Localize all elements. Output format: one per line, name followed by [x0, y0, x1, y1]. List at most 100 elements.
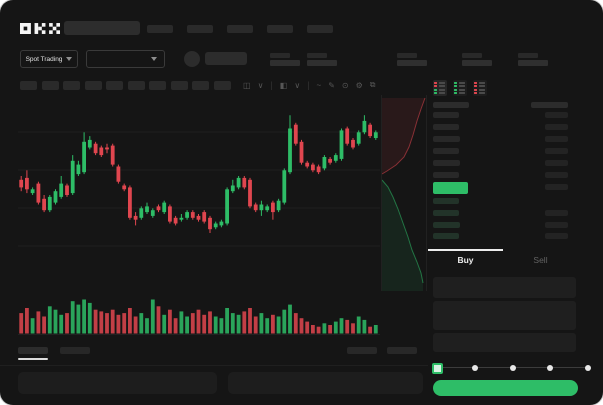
tab-buy[interactable]: Buy	[428, 249, 503, 271]
interval-button-skeleton[interactable]	[41, 81, 59, 90]
ask-row-price[interactable]	[433, 160, 460, 166]
orderbook-panel: Buy Sell	[428, 0, 595, 405]
slider-handle[interactable]	[432, 362, 443, 374]
amount-field[interactable]	[433, 333, 576, 352]
ask-row-price[interactable]	[433, 148, 459, 154]
last-price-bar[interactable]	[433, 182, 468, 194]
nav-item-skeleton[interactable]	[267, 25, 293, 33]
interval-button-skeleton[interactable]	[170, 81, 188, 90]
active-tab-indicator	[428, 249, 503, 251]
bid-row-price[interactable]	[433, 198, 459, 204]
slider-step-dot[interactable]	[547, 365, 554, 371]
stat-skeleton	[307, 53, 337, 66]
interval-button-skeleton[interactable]	[106, 81, 123, 90]
nav-item-skeleton[interactable]	[307, 25, 333, 33]
interval-button-skeleton[interactable]	[63, 81, 80, 90]
screenshot-icon[interactable]: ⊙	[341, 80, 349, 90]
ask-row-amount[interactable]	[545, 148, 568, 154]
bid-row-price[interactable]	[433, 233, 459, 239]
slider-step-dot[interactable]	[585, 365, 591, 371]
market-type-label: Spot Trading	[25, 55, 63, 63]
ask-row-amount[interactable]	[545, 112, 568, 118]
orders-panel-skeleton	[18, 372, 217, 394]
market-type-selector[interactable]: Spot Trading	[20, 50, 78, 68]
topnav-items	[147, 25, 333, 33]
line-tool-icon[interactable]: ~	[316, 80, 322, 90]
search-input[interactable]	[64, 21, 140, 35]
ask-row-price[interactable]	[433, 136, 460, 142]
orderbook-header-skeleton	[531, 102, 568, 108]
stat-skeleton	[462, 53, 492, 66]
bid-row-amount[interactable]	[545, 222, 568, 228]
book-asks-icon[interactable]	[473, 80, 487, 96]
tab-buy-label: Buy	[457, 255, 474, 265]
ticker-skeleton	[205, 52, 247, 65]
orders-tab-skeleton[interactable]	[60, 347, 90, 354]
orders-action-skeleton[interactable]	[347, 347, 377, 354]
stat-skeleton	[518, 53, 548, 66]
order-type-field[interactable]	[433, 277, 576, 298]
candlestick-chart[interactable]	[18, 100, 380, 292]
stat-skeleton	[270, 53, 300, 66]
last-price-amount[interactable]	[545, 184, 568, 190]
draw-icon[interactable]: ✎	[328, 80, 335, 90]
slider-step-dot[interactable]	[471, 365, 478, 371]
chevron-down-icon[interactable]: ∨	[294, 80, 301, 90]
orderbook-header-skeleton	[433, 102, 469, 108]
interval-button-skeleton[interactable]	[20, 81, 37, 90]
slider-step-dot[interactable]	[509, 365, 516, 371]
active-tab-underline	[18, 358, 48, 360]
bid-row-amount[interactable]	[545, 210, 568, 216]
chart-axis-line	[18, 334, 380, 335]
chevron-down-icon	[151, 57, 157, 61]
chart-toolbar-tools: ◫ ∨ | ◧ ∨ | ~ ✎ ⊙ ⚙ ⧉	[243, 78, 376, 92]
chevron-down-icon[interactable]: ∨	[257, 80, 264, 90]
orders-panel-skeleton	[228, 372, 423, 394]
ask-row-amount[interactable]	[545, 160, 568, 166]
coin-icon	[184, 51, 200, 67]
ask-row-price[interactable]	[433, 112, 459, 118]
interval-button-skeleton[interactable]	[149, 81, 166, 90]
nav-item-skeleton[interactable]	[147, 25, 173, 33]
nav-item-skeleton[interactable]	[227, 25, 253, 33]
chart-style-icon[interactable]: ◫	[243, 80, 251, 90]
bid-row-price[interactable]	[433, 222, 460, 228]
volume-chart[interactable]	[18, 296, 380, 334]
ask-row-amount[interactable]	[545, 136, 568, 142]
ask-row-price[interactable]	[433, 124, 459, 130]
fullscreen-icon[interactable]: ⧉	[369, 80, 376, 89]
trade-tabs: Buy Sell	[428, 249, 578, 271]
depth-chart[interactable]	[381, 95, 427, 291]
book-bids-icon[interactable]	[453, 80, 467, 96]
section-divider	[0, 365, 428, 366]
indicator-icon[interactable]: ◧	[279, 80, 288, 90]
price-field[interactable]	[433, 301, 576, 330]
interval-button-skeleton[interactable]	[213, 81, 231, 90]
bid-row-amount[interactable]	[545, 233, 568, 239]
ask-row-amount[interactable]	[545, 124, 568, 130]
interval-button-skeleton[interactable]	[192, 81, 209, 90]
orderbook-view-icons	[433, 80, 487, 96]
settings-icon[interactable]: ⚙	[355, 80, 363, 90]
tab-sell-label: Sell	[533, 255, 548, 265]
nav-item-skeleton[interactable]	[187, 25, 213, 33]
stat-skeleton	[397, 53, 427, 66]
divider: |	[270, 80, 273, 90]
buy-submit-button[interactable]	[433, 380, 578, 396]
interval-button-skeleton[interactable]	[84, 81, 102, 90]
ask-row-amount[interactable]	[545, 172, 568, 178]
orders-action-skeleton[interactable]	[387, 347, 417, 354]
divider: |	[307, 80, 310, 90]
orders-tab-skeleton-active[interactable]	[18, 347, 48, 354]
pair-selector[interactable]	[86, 50, 165, 68]
chart-toolbar-intervals	[20, 81, 231, 90]
interval-button-skeleton[interactable]	[127, 81, 145, 90]
bid-row-price[interactable]	[433, 210, 459, 216]
chevron-down-icon	[66, 57, 73, 61]
okx-logo[interactable]	[20, 22, 60, 35]
amount-slider[interactable]	[432, 362, 591, 374]
tab-sell[interactable]: Sell	[503, 249, 578, 271]
book-both-icon[interactable]	[433, 80, 447, 96]
ask-row-price[interactable]	[433, 172, 459, 178]
